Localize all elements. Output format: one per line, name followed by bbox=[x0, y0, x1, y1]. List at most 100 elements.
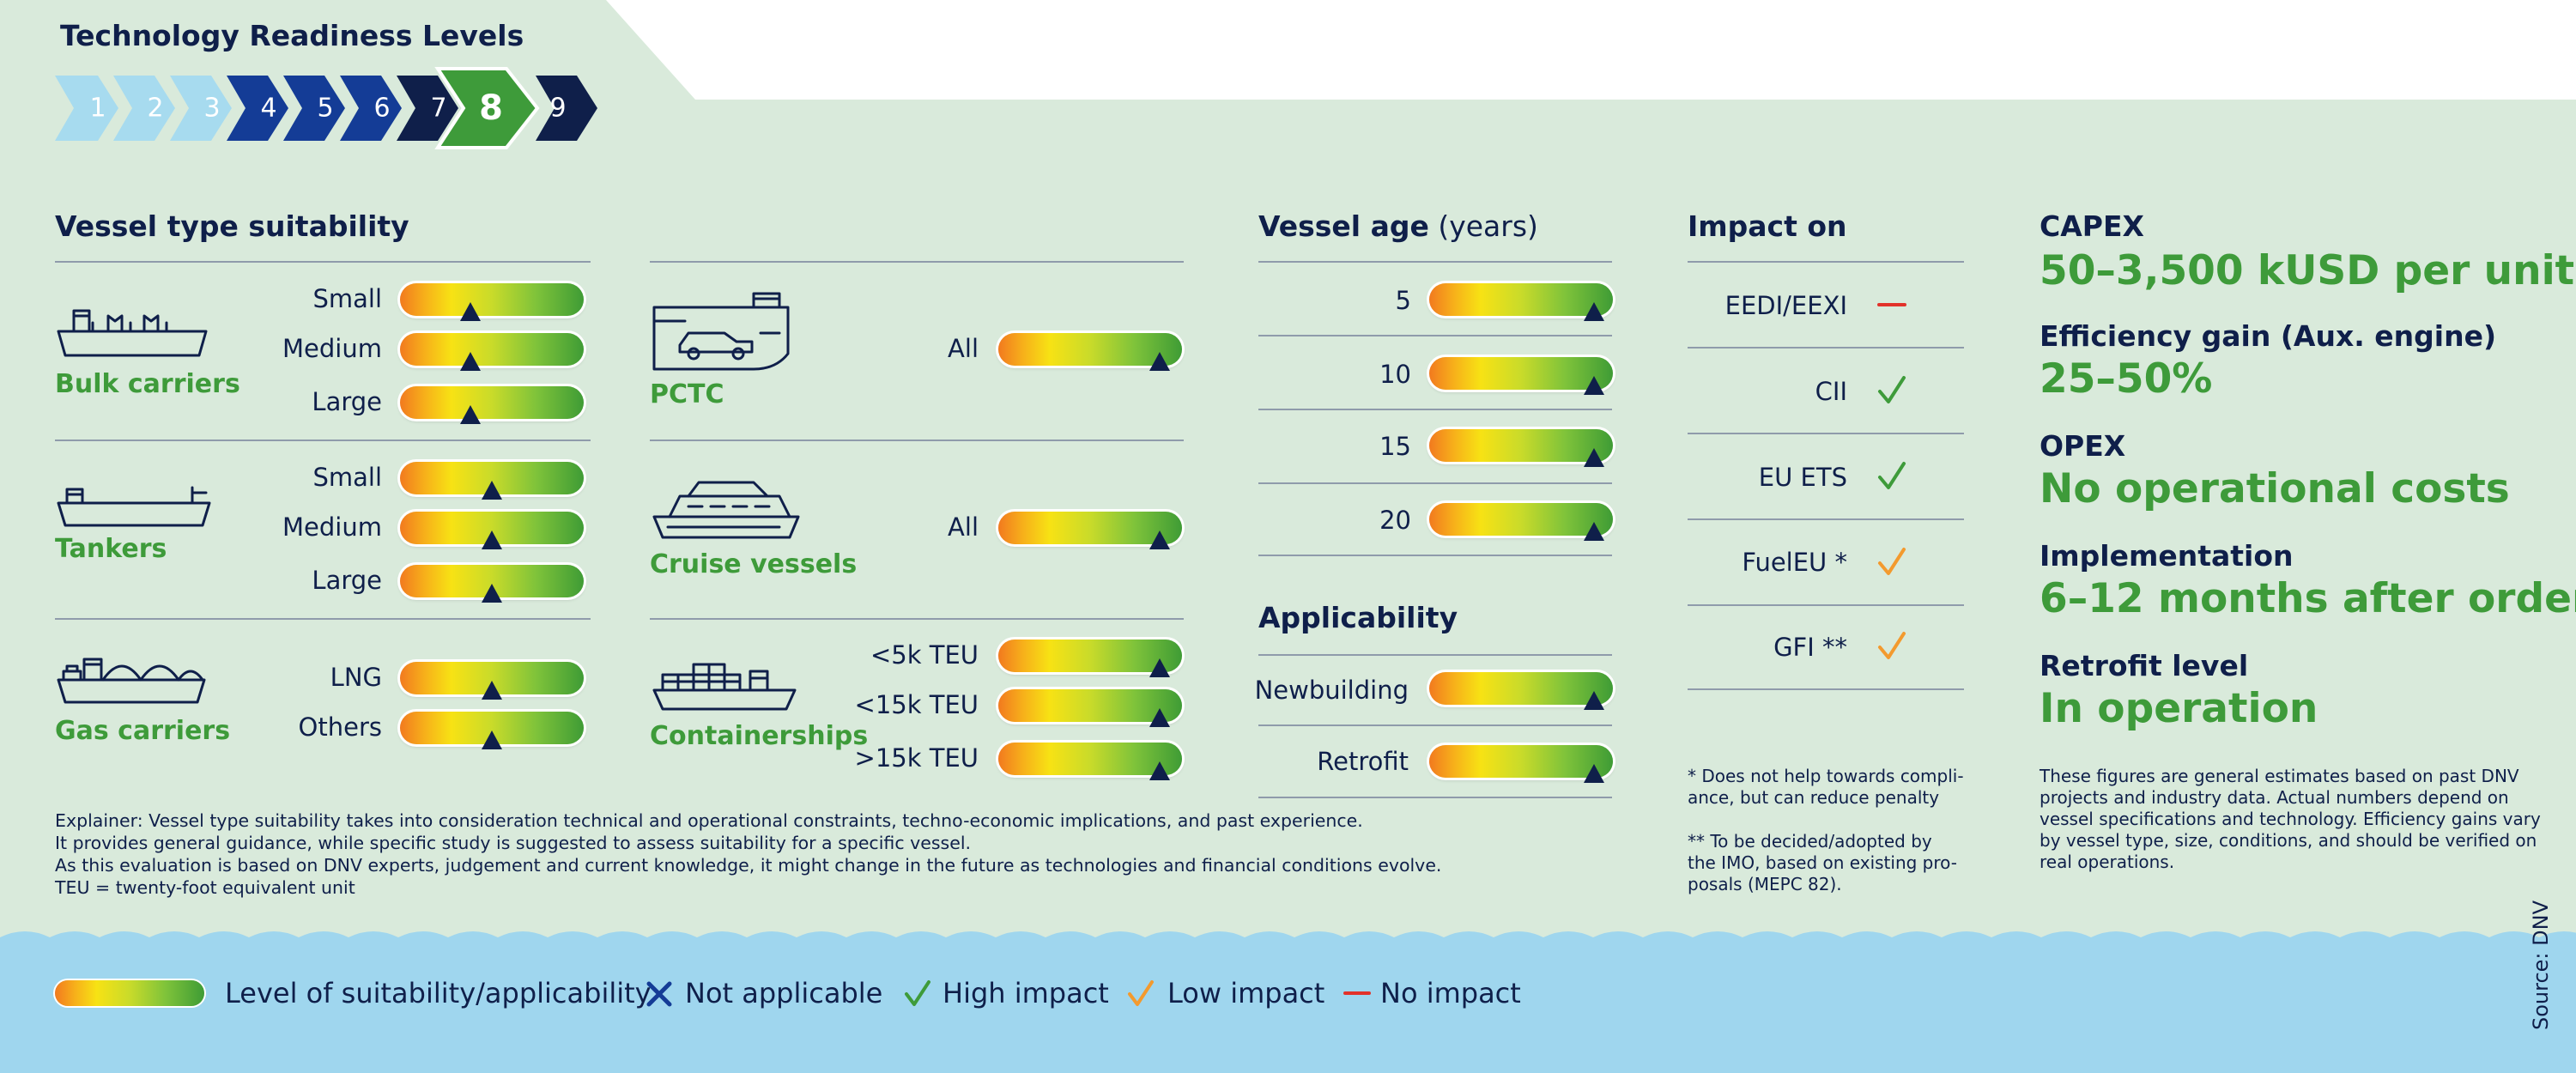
trl-level-6-label: 6 bbox=[373, 94, 390, 124]
trl-level-3: 3 bbox=[170, 76, 232, 141]
no-impact-icon bbox=[1343, 991, 1371, 995]
divider bbox=[1258, 482, 1612, 484]
not-applicable-icon bbox=[646, 981, 672, 1007]
trl-level-9-label: 9 bbox=[549, 94, 566, 124]
divider bbox=[1258, 797, 1612, 798]
white-corner bbox=[606, 0, 2576, 100]
pctc-icon bbox=[652, 292, 790, 371]
trl-level-7: 7 bbox=[397, 76, 458, 141]
divider bbox=[1258, 654, 1612, 656]
bulk-carrier-icon bbox=[57, 309, 208, 357]
no-impact-icon bbox=[1877, 303, 1906, 306]
row-label: <15k TEU bbox=[854, 690, 979, 719]
suitability-bar bbox=[1429, 745, 1613, 778]
legend-no-impact: No impact bbox=[1380, 977, 1521, 1009]
impact-note-1: * Does not help towards compli- ance, bu… bbox=[1688, 766, 1964, 808]
trl-title: Technology Readiness Levels bbox=[60, 19, 524, 52]
vessel-age-title-unit: (years) bbox=[1428, 209, 1538, 243]
applicability-label: Retrofit bbox=[1317, 747, 1409, 776]
row-label: Large bbox=[312, 387, 382, 416]
efficiency-label: Efficiency gain (Aux. engine) bbox=[2040, 319, 2497, 353]
level-marker bbox=[1584, 764, 1604, 783]
divider bbox=[1688, 261, 1964, 263]
trl-level-8-label: 8 bbox=[479, 88, 503, 128]
level-marker bbox=[1149, 761, 1170, 780]
opex-value: No operational costs bbox=[2040, 465, 2510, 512]
trl-level-5: 5 bbox=[283, 76, 345, 141]
suitability-bar bbox=[1429, 429, 1613, 462]
vessel-age-title: Vessel age (years) bbox=[1258, 209, 1538, 243]
impact-note-2: ** To be decided/adopted by the IMO, bas… bbox=[1688, 831, 1957, 894]
trl-level-1-label: 1 bbox=[89, 94, 106, 124]
row-label: Medium bbox=[282, 334, 382, 363]
trl-level-3-label: 3 bbox=[203, 94, 220, 124]
row-label: Small bbox=[312, 463, 382, 492]
divider bbox=[650, 261, 1184, 263]
impact-label-eu-ets: EU ETS bbox=[1758, 463, 1847, 492]
row-label: LNG bbox=[330, 663, 382, 692]
trl-level-7-label: 7 bbox=[430, 94, 446, 124]
impact-label-cii: CII bbox=[1815, 377, 1847, 406]
level-marker bbox=[1584, 522, 1604, 541]
level-marker bbox=[1149, 530, 1170, 549]
divider bbox=[1688, 604, 1964, 606]
divider bbox=[55, 440, 591, 441]
suitability-bar bbox=[400, 333, 584, 366]
divider bbox=[1258, 261, 1612, 263]
row-label: All bbox=[948, 512, 979, 542]
row-label: Large bbox=[312, 566, 382, 595]
containership-icon bbox=[652, 663, 797, 711]
level-marker bbox=[482, 530, 502, 549]
level-marker bbox=[1584, 302, 1604, 321]
level-marker bbox=[1149, 658, 1170, 677]
group-name-tankers: Tankers bbox=[55, 534, 167, 564]
vessel-age-title-bold: Vessel age bbox=[1258, 209, 1429, 243]
legend-low-impact: Low impact bbox=[1167, 977, 1325, 1009]
high-impact-icon bbox=[905, 980, 930, 1006]
group-name-containerships: Containerships bbox=[650, 721, 869, 751]
impact-label-fueleu: FuelEU * bbox=[1742, 548, 1847, 577]
suitability-bar bbox=[1429, 283, 1613, 316]
divider bbox=[1688, 433, 1964, 434]
row-label: Others bbox=[298, 712, 382, 742]
suitability-bar bbox=[1429, 503, 1613, 536]
implementation-value: 6–12 months after order bbox=[2040, 575, 2576, 622]
explainer-line-4: TEU = twenty-foot equivalent unit bbox=[55, 877, 355, 898]
level-marker bbox=[1584, 691, 1604, 710]
high-impact-icon bbox=[1878, 462, 1906, 489]
level-marker bbox=[482, 681, 502, 700]
level-marker bbox=[482, 481, 502, 500]
retrofit-level-value: In operation bbox=[2040, 685, 2318, 732]
divider bbox=[1258, 335, 1612, 336]
divider bbox=[55, 618, 591, 620]
level-marker bbox=[460, 352, 481, 371]
legend-high-impact: High impact bbox=[943, 977, 1109, 1009]
row-label: >15k TEU bbox=[854, 743, 979, 773]
low-impact-icon bbox=[1878, 548, 1906, 575]
level-marker bbox=[460, 302, 481, 321]
trl-level-2: 2 bbox=[113, 76, 175, 141]
divider bbox=[1688, 518, 1964, 520]
level-marker bbox=[482, 584, 502, 603]
age-label: 10 bbox=[1379, 360, 1411, 389]
low-impact-icon bbox=[1128, 980, 1154, 1006]
divider bbox=[1688, 688, 1964, 690]
trl-level-8-current: 8 bbox=[434, 67, 540, 149]
group-name-gas-carriers: Gas carriers bbox=[55, 716, 231, 746]
divider bbox=[650, 618, 1184, 620]
low-impact-icon bbox=[1878, 632, 1906, 659]
level-marker bbox=[1149, 708, 1170, 727]
cruise-vessel-icon bbox=[652, 481, 800, 539]
capex-value: 50–3,500 kUSD per unit bbox=[2040, 247, 2575, 294]
vessel-type-title: Vessel type suitability bbox=[55, 209, 409, 243]
trl-level-9: 9 bbox=[536, 76, 597, 141]
divider bbox=[650, 440, 1184, 441]
level-marker bbox=[1584, 376, 1604, 395]
water-band bbox=[0, 931, 2576, 1073]
suitability-bar bbox=[400, 386, 584, 419]
level-marker bbox=[460, 405, 481, 424]
row-label: Medium bbox=[282, 512, 382, 542]
source-credit: Source: DNV bbox=[2529, 900, 2553, 1030]
legend-gradient-swatch bbox=[55, 980, 204, 1006]
trl-level-4: 4 bbox=[227, 76, 288, 141]
